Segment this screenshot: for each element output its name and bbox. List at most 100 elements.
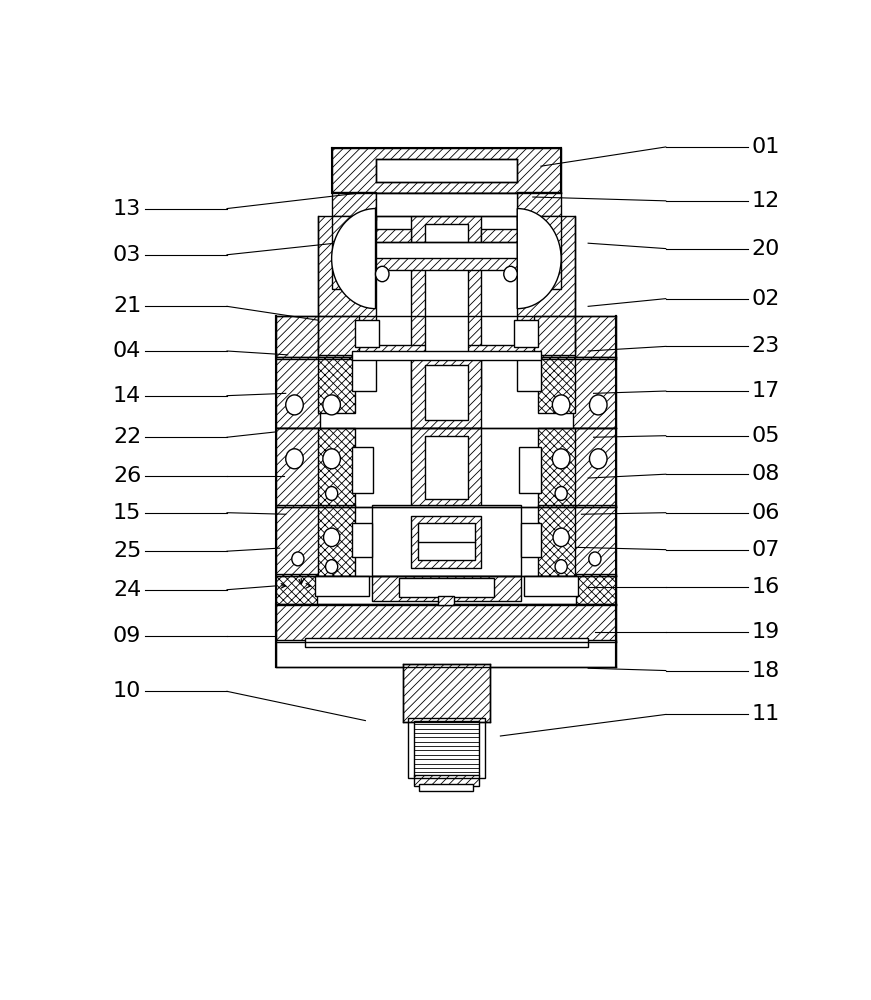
Bar: [355, 320, 379, 347]
Text: 05: 05: [752, 426, 780, 446]
Circle shape: [326, 560, 338, 574]
Text: 25: 25: [113, 541, 141, 561]
Circle shape: [553, 528, 570, 547]
Circle shape: [375, 266, 389, 282]
Bar: [276, 640, 617, 667]
Wedge shape: [332, 209, 375, 309]
Bar: [318, 316, 359, 355]
Bar: [411, 428, 482, 507]
Bar: [318, 428, 355, 507]
Bar: [402, 664, 490, 722]
Bar: [276, 357, 321, 428]
Bar: [352, 351, 541, 360]
Bar: [438, 596, 455, 605]
Circle shape: [590, 449, 607, 469]
Text: 21: 21: [113, 296, 141, 316]
Circle shape: [589, 552, 601, 566]
Bar: [524, 576, 578, 596]
Bar: [425, 436, 468, 499]
Bar: [352, 447, 374, 493]
Bar: [372, 576, 521, 601]
Text: 06: 06: [752, 503, 780, 523]
Bar: [411, 516, 482, 568]
Bar: [411, 357, 482, 428]
Bar: [414, 721, 479, 776]
Bar: [517, 216, 575, 351]
Text: 09: 09: [113, 626, 141, 646]
Polygon shape: [517, 216, 561, 289]
Bar: [375, 242, 517, 259]
Bar: [534, 316, 575, 355]
Text: 03: 03: [113, 245, 141, 265]
Bar: [318, 345, 575, 359]
Circle shape: [555, 487, 567, 500]
Bar: [572, 357, 617, 428]
Bar: [276, 316, 321, 359]
Bar: [572, 428, 617, 507]
Bar: [411, 212, 482, 389]
Bar: [276, 574, 317, 605]
Text: 23: 23: [752, 336, 780, 356]
Bar: [305, 638, 588, 647]
Text: 22: 22: [113, 427, 141, 447]
Bar: [576, 574, 617, 605]
Bar: [418, 523, 475, 560]
Text: 19: 19: [752, 622, 780, 642]
Bar: [517, 357, 541, 391]
Circle shape: [323, 449, 341, 469]
Bar: [537, 428, 575, 507]
Circle shape: [503, 266, 517, 282]
Bar: [425, 365, 468, 420]
Text: 17: 17: [752, 381, 780, 401]
Circle shape: [286, 395, 303, 415]
Bar: [352, 357, 375, 391]
Bar: [332, 192, 375, 220]
Text: 07: 07: [752, 540, 780, 560]
Bar: [408, 718, 485, 778]
Text: 26: 26: [113, 466, 141, 486]
Circle shape: [590, 395, 607, 415]
Text: 16: 16: [752, 577, 780, 597]
Text: 20: 20: [752, 239, 780, 259]
Bar: [372, 505, 521, 576]
Wedge shape: [517, 209, 561, 309]
Bar: [482, 229, 517, 243]
Text: 04: 04: [113, 341, 141, 361]
Text: 13: 13: [113, 199, 141, 219]
Bar: [572, 505, 617, 576]
Circle shape: [552, 449, 570, 469]
Bar: [375, 229, 411, 243]
Polygon shape: [332, 216, 375, 289]
Text: 15: 15: [113, 503, 141, 523]
Text: 24: 24: [113, 580, 141, 600]
Bar: [517, 192, 561, 220]
Bar: [519, 447, 541, 493]
Bar: [537, 505, 575, 576]
Bar: [276, 505, 321, 576]
Bar: [399, 578, 494, 597]
Bar: [314, 576, 368, 596]
Bar: [375, 158, 517, 182]
Text: 10: 10: [113, 681, 141, 701]
Bar: [318, 357, 355, 413]
Text: 18: 18: [752, 661, 780, 681]
Bar: [375, 193, 517, 216]
Bar: [352, 523, 372, 557]
Bar: [375, 258, 517, 270]
Bar: [414, 774, 479, 786]
Bar: [276, 428, 321, 507]
Bar: [425, 224, 468, 359]
Bar: [514, 320, 537, 347]
Bar: [318, 505, 355, 576]
Text: 12: 12: [752, 191, 780, 211]
Circle shape: [326, 487, 338, 500]
Bar: [276, 604, 617, 642]
Bar: [420, 784, 474, 791]
Text: 01: 01: [752, 137, 780, 157]
Circle shape: [555, 560, 567, 574]
Text: 14: 14: [113, 386, 141, 406]
Bar: [521, 523, 541, 557]
Bar: [537, 357, 575, 413]
Circle shape: [323, 528, 340, 547]
Bar: [318, 216, 375, 351]
